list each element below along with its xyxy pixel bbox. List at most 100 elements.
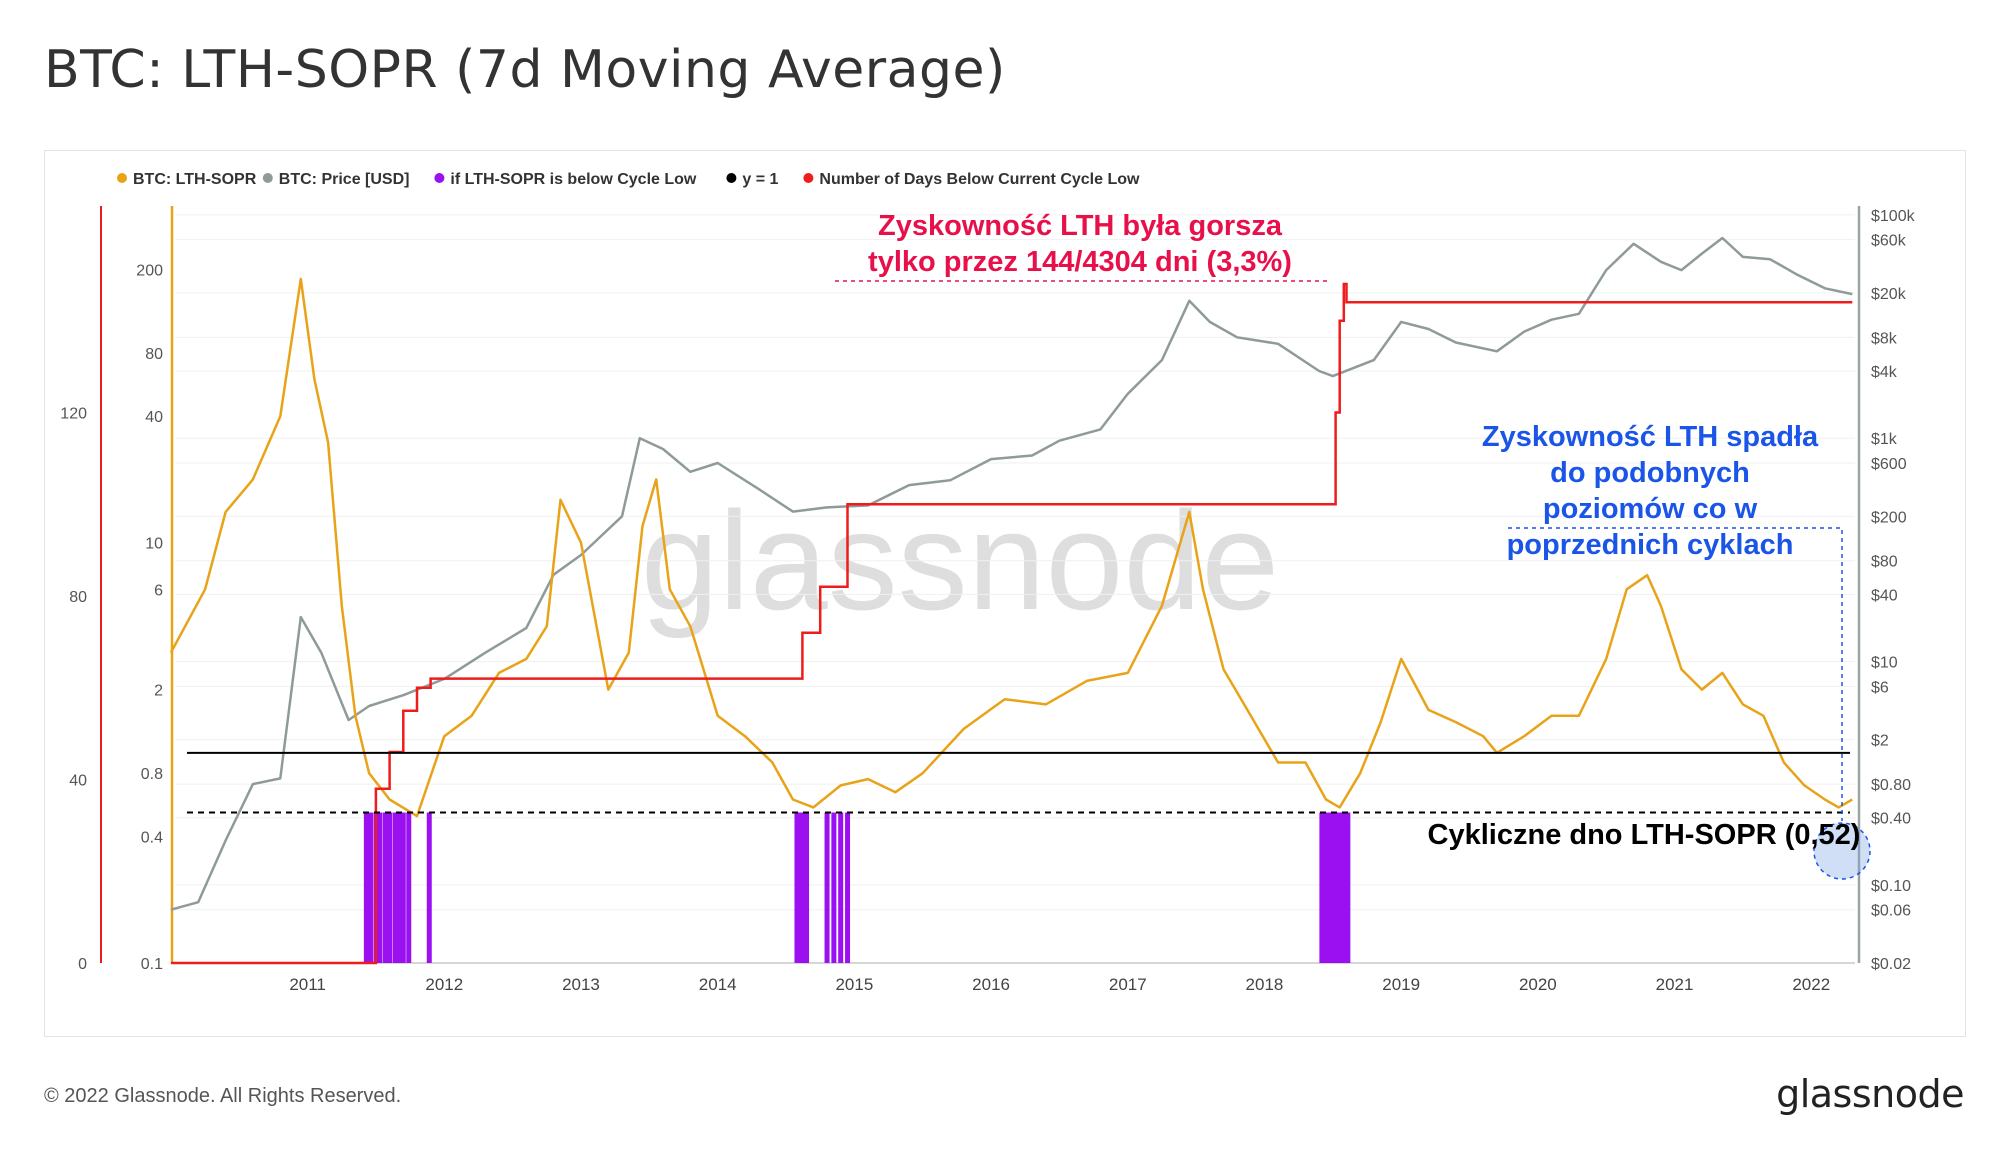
price-tick-label: $0.40 [1871, 811, 1911, 828]
below-cycle-low-bar [406, 812, 412, 963]
days-below-line [170, 282, 1853, 965]
legend-label: y = 1 [742, 171, 778, 188]
annotation-blue-circle [1813, 822, 1871, 880]
below-cycle-low-bar [1333, 812, 1339, 963]
below-cycle-low-bar [383, 812, 389, 963]
price-tick-label: $1k [1871, 431, 1898, 448]
x-tick-label: 2021 [1656, 975, 1694, 994]
x-tick-label: 2013 [562, 975, 600, 994]
below-cycle-low-bar [1327, 812, 1333, 963]
x-tick-label: 2011 [289, 975, 326, 994]
chart: glassnode 2011 2012 2013 2014 2015 2016 2017 20… [60, 171, 1915, 994]
chart-frame: glassnode 2011 2012 2013 2014 2015 2016 2017 20… [44, 150, 1966, 1037]
days-tick-label: 0 [78, 956, 87, 973]
lth-sopr-line [169, 277, 1853, 818]
below-cycle-low-bar [400, 812, 406, 963]
x-tick-label: 2014 [699, 975, 737, 994]
below-cycle-low-bar [1339, 812, 1345, 963]
price-tick-label: $80 [1871, 554, 1898, 571]
legend-label: BTC: LTH-SOPR [133, 171, 257, 188]
sopr-tick-label: 2 [154, 683, 163, 700]
annotation-blue-text: Zyskowność LTH spadła [1482, 421, 1819, 453]
days-tick-label: 40 [69, 772, 87, 789]
x-tick-label: 2012 [425, 975, 463, 994]
below-cycle-low-bar [367, 812, 373, 963]
page-title: BTC: LTH-SOPR (7d Moving Average) [44, 40, 1006, 100]
below-cycle-low-bar [797, 812, 803, 963]
x-tick-label: 2015 [835, 975, 873, 994]
price-tick-label: $8k [1871, 330, 1898, 347]
below-cycle-low-bar [377, 812, 383, 963]
below-cycle-low-bar [1319, 812, 1325, 963]
below-cycle-low-bar [363, 812, 369, 963]
price-tick-label: $0.06 [1871, 903, 1911, 920]
price-tick-label: $0.10 [1871, 878, 1911, 895]
legend-label: if LTH-SOPR is below Cycle Low [450, 171, 697, 188]
below-cycle-low-bar [387, 812, 393, 963]
price-tick-label: $2 [1871, 733, 1889, 750]
price-tick-label: $20k [1871, 286, 1907, 303]
days-tick-label: 120 [60, 405, 87, 422]
price-tick-label: $200 [1871, 509, 1907, 526]
sopr-tick-label: 0.4 [141, 829, 163, 846]
below-cycle-low-bar [804, 812, 810, 963]
below-cycle-low-bar [831, 812, 837, 963]
below-cycle-low-bar [426, 812, 432, 963]
sopr-tick-label: 80 [145, 346, 163, 363]
annotation-cycle-low-text: Cykliczne dno LTH-SOPR (0,52) [1428, 819, 1861, 851]
price-tick-label: $6 [1871, 679, 1889, 696]
tick-labels: 2011 2012 2013 2014 2015 2016 2017 2018 2019 2020… [60, 208, 1915, 994]
price-tick-label: $0.02 [1871, 956, 1911, 973]
annotation-blue-text: poziomów co w [1543, 493, 1758, 525]
legend-marker [262, 173, 273, 183]
legend-marker [117, 173, 127, 183]
price-tick-label: $0.80 [1871, 777, 1911, 794]
sopr-tick-label: 0.1 [141, 956, 163, 973]
below-cycle-low-bar [1345, 812, 1351, 963]
x-tick-label: 2018 [1246, 975, 1284, 994]
x-tick-label: 2016 [972, 975, 1010, 994]
x-tick-label: 2017 [1109, 975, 1147, 994]
legend: BTC: LTH-SOPR BTC: Price [USD] if LTH-SOPR… [117, 171, 1140, 188]
price-tick-label: $10 [1871, 655, 1898, 672]
below-cycle-low-bar [1330, 812, 1336, 963]
x-tick-label: 2022 [1792, 975, 1830, 994]
x-tick-label: 2020 [1519, 975, 1557, 994]
series [169, 236, 1853, 965]
x-tick-label: 2019 [1382, 975, 1420, 994]
below-cycle-low-bar [838, 812, 844, 963]
below-cycle-low-bar [392, 812, 398, 963]
below-cycle-low-bar [1337, 812, 1343, 963]
sopr-tick-label: 40 [145, 409, 163, 426]
legend-marker [803, 173, 814, 183]
below-cycle-low-bar [794, 812, 800, 963]
grid [175, 214, 1855, 964]
legend-marker [434, 173, 445, 183]
below-cycle-low-bar [845, 812, 851, 963]
annotation-red-text: tylko przez 144/4304 dni (3,3%) [868, 246, 1292, 278]
legend-label: BTC: Price [USD] [279, 171, 410, 188]
annotation-red-text: Zyskowność LTH była gorsza [878, 210, 1283, 242]
sopr-tick-label: 10 [145, 536, 163, 553]
legend-label: Number of Days Below Current Cycle Low [819, 171, 1140, 188]
annotations: Zyskowność LTH była gorsza tylko przez 14… [835, 210, 1871, 880]
axes [100, 206, 1861, 964]
annotation-blue-text: poprzednich cyklach [1507, 529, 1794, 561]
price-tick-label: $60k [1871, 233, 1907, 250]
below-cycle-low-bar [1342, 812, 1348, 963]
annotation-blue-text: do podobnych [1550, 457, 1750, 489]
below-cycle-low-bar [396, 812, 402, 963]
sopr-tick-label: 0.8 [141, 766, 163, 783]
days-tick-label: 80 [69, 589, 87, 606]
footer-copyright: © 2022 Glassnode. All Rights Reserved. [44, 1085, 402, 1107]
footer-logo: glassnode [1776, 1072, 1964, 1116]
price-tick-label: $4k [1871, 364, 1898, 381]
below-cycle-low-bar [801, 812, 807, 963]
sopr-tick-label: 6 [154, 582, 163, 599]
sopr-tick-label: 200 [136, 262, 163, 279]
annotation-blue-connector [1508, 527, 1843, 821]
price-tick-label: $40 [1871, 587, 1898, 604]
price-tick-label: $600 [1871, 456, 1907, 473]
legend-marker [726, 173, 737, 183]
below-cycle-low-bar [1323, 812, 1329, 963]
